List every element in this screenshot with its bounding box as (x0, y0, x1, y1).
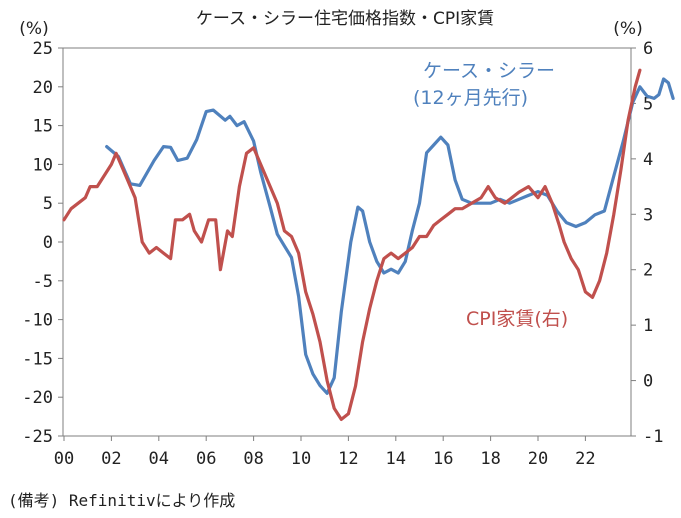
x-tick-label: 16 (433, 449, 453, 469)
series-line-case-shiller (105, 77, 675, 395)
left-tick-label: 20 (33, 78, 53, 98)
right-tick-label: 1 (643, 316, 653, 336)
right-tick-label: 4 (643, 150, 653, 170)
x-tick-label: 18 (480, 449, 500, 469)
x-tick-label: 02 (101, 449, 121, 469)
right-tick-label: 5 (643, 94, 653, 114)
left-tick-label: 0 (43, 233, 53, 253)
x-tick-label: 08 (243, 449, 263, 469)
series-line-cpi-rent (62, 68, 642, 421)
x-tick-label: 12 (338, 449, 358, 469)
left-axis-unit: (%) (19, 19, 48, 39)
x-tick-label: 22 (575, 449, 595, 469)
x-tick-label: 20 (528, 449, 548, 469)
left-tick-label: 15 (33, 117, 53, 137)
series-label-case-shiller-sub: (12ヶ月先行) (413, 87, 528, 109)
x-tick-label: 14 (386, 449, 406, 469)
left-tick-label: 5 (43, 194, 53, 214)
x-axis: 00 02 04 06 08 10 12 14 16 18 20 22 (54, 436, 596, 469)
chart-title: ケース・シラー住宅価格指数・CPI家賃 (196, 9, 494, 29)
left-tick-label: -15 (22, 349, 53, 369)
x-tick-label: 00 (54, 449, 74, 469)
right-tick-label: -1 (643, 427, 663, 447)
left-tick-label: -5 (33, 272, 53, 292)
right-tick-label: 2 (643, 261, 653, 281)
left-axis: 25 20 15 10 5 0 -5 -10 -15 -20 -25 (22, 39, 63, 447)
left-tick-label: -10 (22, 311, 53, 331)
plot-area (62, 47, 632, 437)
series-label-case-shiller: ケース・シラー (423, 60, 555, 82)
x-tick-label: 10 (291, 449, 311, 469)
series-label-cpi-rent: CPI家賃(右) (466, 308, 568, 330)
x-tick-label: 06 (196, 449, 216, 469)
series-layer (62, 68, 675, 421)
right-tick-label: 3 (643, 205, 653, 225)
left-tick-label: 10 (33, 155, 53, 175)
left-tick-label: 25 (33, 39, 53, 59)
source-note: (備考) Refinitivにより作成 (8, 491, 236, 510)
right-tick-label: 6 (643, 39, 653, 59)
x-tick-label: 04 (149, 449, 169, 469)
right-axis-unit: (%) (613, 19, 642, 39)
right-tick-label: 0 (643, 372, 653, 392)
left-tick-label: -20 (22, 388, 53, 408)
right-axis: 6 5 4 3 2 1 0 -1 (631, 39, 663, 447)
left-tick-label: -25 (22, 427, 53, 447)
